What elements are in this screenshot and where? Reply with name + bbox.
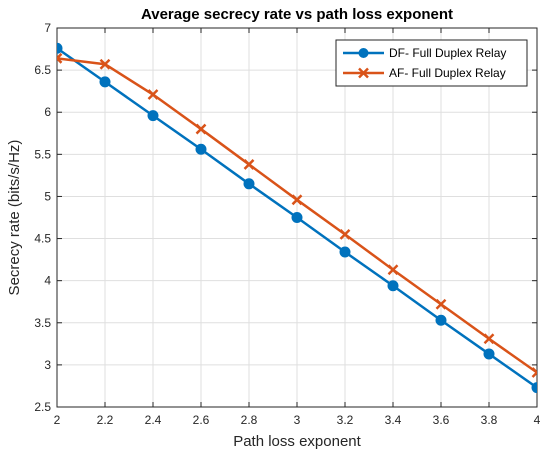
y-tick-label: 6.5 — [34, 63, 51, 77]
x-tick-label: 2.4 — [145, 413, 162, 427]
data-point — [243, 159, 255, 170]
x-tick-label: 2.2 — [97, 413, 114, 427]
marker-stroke — [387, 264, 399, 276]
marker-stroke — [57, 56, 63, 64]
marker-stroke — [99, 58, 111, 70]
y-tick-label: 4 — [44, 274, 51, 288]
legend-box — [335, 39, 528, 87]
data-point — [291, 212, 303, 223]
marker-stroke — [291, 194, 303, 206]
data-point — [339, 228, 351, 240]
x-tick-label: 3.4 — [385, 413, 402, 427]
data-point — [387, 280, 399, 292]
data-point — [339, 246, 351, 258]
legend: DF- Full Duplex Relay AF- Full Duplex Rel… — [335, 39, 528, 87]
data-point — [483, 333, 495, 345]
y-tick-label: 2.5 — [34, 400, 51, 414]
axis-ticks: 2 2.2 2.4 2.6 2.8 3 3.2 3.4 3.6 3.8 4 2.5 3 3.5 4 4.5 5 5… — [34, 21, 540, 427]
data-point — [243, 178, 255, 190]
data-point — [531, 367, 537, 378]
data-point — [483, 348, 495, 360]
x-axis-label: Path loss exponent — [233, 433, 361, 450]
y-tick-label: 3.5 — [34, 316, 51, 330]
legend-label-0: DF- Full Duplex Relay — [389, 46, 506, 60]
marker-stroke — [483, 333, 495, 345]
x-tick-label: 3.2 — [337, 413, 354, 427]
data-point — [291, 194, 303, 206]
data-point — [147, 89, 159, 100]
data-point — [387, 264, 399, 276]
marker-stroke — [531, 367, 537, 375]
marker-stroke — [339, 228, 351, 240]
data-point — [531, 382, 537, 394]
y-tick-label: 6 — [44, 105, 51, 119]
x-tick-label: 3.8 — [481, 413, 498, 427]
y-axis-label: Secrecy rate (bits/s/Hz) — [6, 140, 23, 296]
data-point — [99, 58, 111, 70]
legend-marker-circle — [358, 48, 369, 58]
data-point — [195, 123, 207, 135]
data-point — [57, 42, 63, 54]
chart-title: Average secrecy rate vs path loss expone… — [141, 6, 453, 23]
y-tick-label: 7 — [44, 21, 51, 35]
legend-label-1: AF- Full Duplex Relay — [389, 66, 506, 80]
data-point — [195, 143, 207, 155]
y-tick-label: 3 — [44, 358, 51, 372]
marker-stroke — [531, 370, 537, 378]
data-point — [435, 298, 447, 310]
data-point — [57, 52, 63, 64]
y-tick-label: 5 — [44, 189, 51, 203]
y-tick-label: 4.5 — [34, 232, 51, 246]
series-layer — [57, 42, 537, 394]
data-point — [99, 76, 111, 88]
marker-stroke — [147, 89, 159, 100]
data-point — [147, 110, 159, 122]
x-tick-label: 2 — [54, 413, 61, 427]
x-tick-label: 2.8 — [241, 413, 258, 427]
x-tick-label: 3.6 — [433, 413, 450, 427]
marker-stroke — [435, 298, 447, 310]
x-tick-label: 3 — [294, 413, 301, 427]
marker-stroke — [57, 52, 63, 61]
marker-stroke — [243, 159, 255, 170]
legend-marker-x — [358, 67, 369, 79]
x-tick-label: 2.6 — [193, 413, 210, 427]
x-tick-label: 4 — [534, 413, 541, 427]
data-point — [435, 314, 447, 326]
y-tick-label: 5.5 — [34, 147, 51, 161]
marker-stroke — [195, 123, 207, 135]
